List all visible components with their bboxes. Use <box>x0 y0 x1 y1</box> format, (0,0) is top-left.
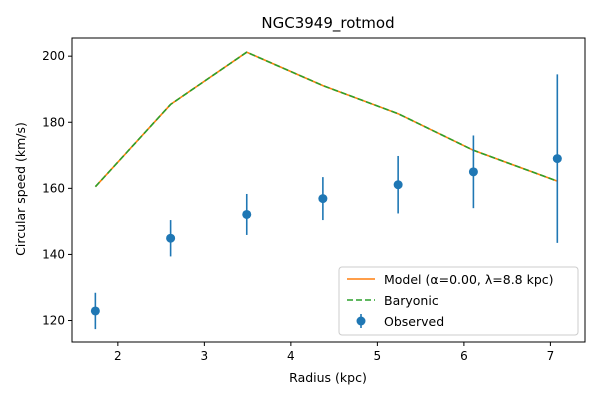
x-tick-label: 7 <box>547 349 555 363</box>
observed-marker <box>242 209 252 219</box>
y-tick-label: 120 <box>42 314 65 328</box>
series-model-line <box>94 51 558 188</box>
observed-point <box>90 292 100 330</box>
legend: Model (α=0.00, λ=8.8 kpc) Baryonic Obser… <box>338 266 579 336</box>
x-tick-label: 4 <box>287 349 295 363</box>
observed-marker <box>166 233 176 243</box>
chart-title: NGC3949_rotmod <box>261 14 394 33</box>
axes-frame <box>71 37 586 343</box>
observed-marker <box>552 154 562 164</box>
y-tick-label: 140 <box>42 247 65 261</box>
plot-area: 2 3 4 5 6 7 120 140 160 180 200 <box>42 37 586 363</box>
observed-point <box>318 177 328 221</box>
x-tick-label: 2 <box>114 349 122 363</box>
y-axis-label: Circular speed (km/s) <box>13 122 28 256</box>
legend-baryonic-label: Baryonic <box>384 293 439 308</box>
observed-point <box>166 220 176 257</box>
observed-marker <box>318 194 328 204</box>
legend-frame <box>338 266 579 336</box>
legend-model-label: Model (α=0.00, λ=8.8 kpc) <box>384 272 554 287</box>
x-tick-label: 6 <box>460 349 468 363</box>
legend-observed-label: Observed <box>384 314 444 329</box>
observed-marker <box>468 167 478 177</box>
observed-marker <box>90 306 100 316</box>
observed-point <box>242 193 252 235</box>
observed-marker <box>393 180 403 190</box>
x-axis-label: Radius (kpc) <box>289 370 367 385</box>
observed-point <box>552 74 562 243</box>
legend-observed-marker <box>356 316 366 326</box>
y-tick-label: 200 <box>42 49 65 63</box>
observed-point <box>468 135 478 209</box>
y-tick-label: 180 <box>42 115 65 129</box>
x-tick-label: 3 <box>201 349 209 363</box>
series-baryonic-line <box>94 51 558 188</box>
y-tick-label: 160 <box>42 181 65 195</box>
x-tick-label: 5 <box>374 349 382 363</box>
observed-point <box>393 155 403 214</box>
